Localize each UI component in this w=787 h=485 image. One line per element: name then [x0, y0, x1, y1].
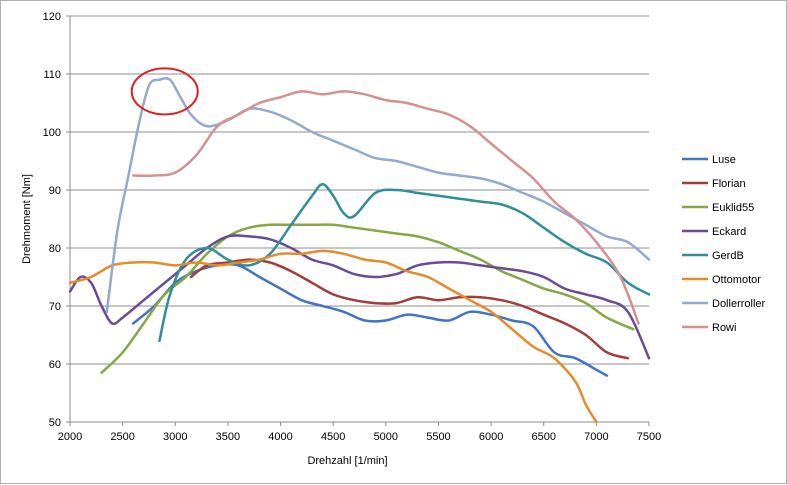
y-axis-title: Drehmoment [Nm] — [21, 174, 33, 264]
y-tick-label: 110 — [43, 69, 61, 81]
x-tick-label: 6000 — [479, 431, 503, 443]
legend-label-florian: Florian — [712, 178, 746, 190]
x-tick-label: 5000 — [374, 431, 398, 443]
y-tick-label: 90 — [49, 185, 61, 197]
series-line-rowi — [131, 90, 640, 325]
y-tick-label: 60 — [49, 359, 61, 371]
x-tick-label: 6500 — [531, 431, 555, 443]
x-tick-label: 4500 — [321, 431, 345, 443]
x-axis-title: Drehzahl [1/min] — [307, 455, 387, 467]
y-tick-label: 80 — [49, 243, 61, 255]
y-tick-label: 100 — [43, 127, 61, 139]
series-line-eckard — [68, 234, 651, 360]
x-tick-label: 4000 — [268, 431, 292, 443]
legend: Luse Florian Euklid55 Eckard GerdB Ottomotor D… — [682, 154, 766, 334]
highlight-circle — [130, 67, 199, 116]
series-line-luse — [131, 263, 609, 377]
x-tick-label: 5500 — [426, 431, 450, 443]
x-tick-label: 7000 — [584, 431, 608, 443]
series-line-ottomotor — [68, 249, 598, 424]
series-line-euklid55 — [100, 223, 635, 374]
y-tick-label: 120 — [43, 11, 61, 23]
x-tick-label: 7500 — [637, 431, 661, 443]
legend-label-eckard: Eckard — [712, 226, 746, 238]
x-tick-label: 3500 — [216, 431, 240, 443]
legend-label-dollerroller: Dollerroller — [712, 298, 766, 310]
annotations — [130, 67, 199, 116]
x-tick-label: 2500 — [110, 431, 134, 443]
axes: 50 60 70 80 90 100 110 120 2000 2500 3000 3500 4000 4… — [43, 11, 662, 443]
series-line-dollerroller — [105, 77, 651, 314]
y-tick-label: 50 — [49, 417, 61, 429]
y-tick-label: 70 — [49, 301, 61, 313]
legend-label-ottomotor: Ottomotor — [712, 274, 761, 286]
legend-label-gerdb: GerdB — [712, 250, 744, 262]
legend-label-rowi: Rowi — [712, 322, 736, 334]
x-tick-label: 2000 — [58, 431, 82, 443]
legend-label-euklid55: Euklid55 — [712, 202, 754, 214]
series-lines — [68, 77, 651, 424]
x-tick-label: 3000 — [163, 431, 187, 443]
legend-label-luse: Luse — [712, 154, 736, 166]
